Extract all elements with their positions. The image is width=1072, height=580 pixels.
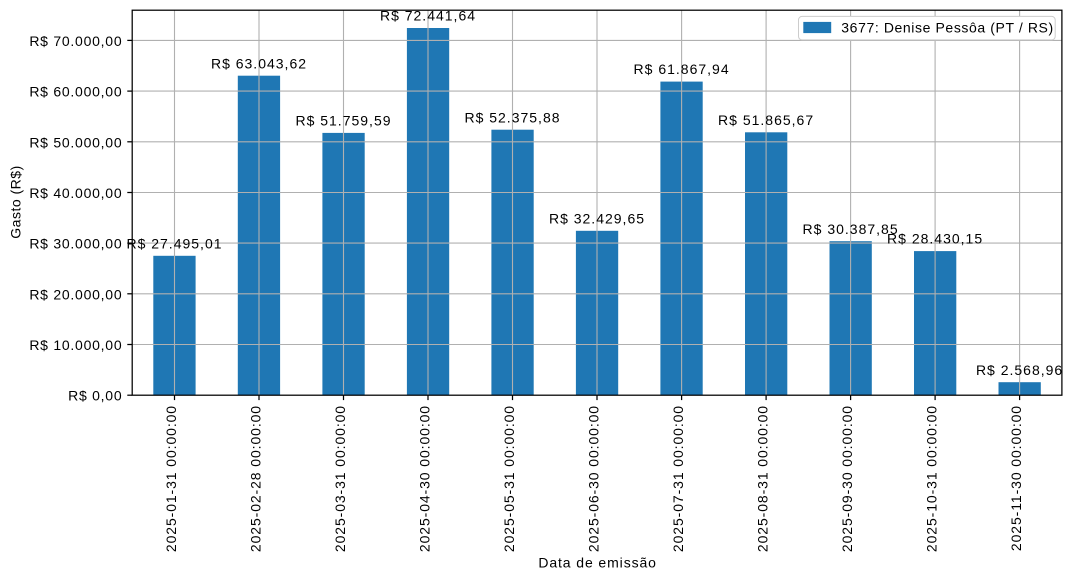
svg-text:2025-10-31 00:00:00: 2025-10-31 00:00:00: [924, 405, 940, 552]
svg-text:R$ 0,00: R$ 0,00: [68, 388, 122, 404]
svg-text:2025-05-31 00:00:00: 2025-05-31 00:00:00: [501, 405, 517, 552]
svg-text:R$ 27.495,01: R$ 27.495,01: [126, 235, 222, 251]
svg-text:2025-01-31 00:00:00: 2025-01-31 00:00:00: [163, 405, 179, 552]
svg-text:R$ 61.867,94: R$ 61.867,94: [634, 61, 730, 77]
svg-text:2025-02-28 00:00:00: 2025-02-28 00:00:00: [247, 405, 263, 552]
svg-text:R$ 20.000,00: R$ 20.000,00: [29, 286, 122, 302]
svg-text:R$ 60.000,00: R$ 60.000,00: [29, 84, 122, 100]
svg-text:2025-07-31 00:00:00: 2025-07-31 00:00:00: [670, 405, 686, 552]
svg-text:2025-09-30 00:00:00: 2025-09-30 00:00:00: [839, 405, 855, 552]
svg-text:R$ 10.000,00: R$ 10.000,00: [29, 337, 122, 353]
svg-text:R$ 63.043,62: R$ 63.043,62: [211, 55, 307, 71]
svg-text:R$ 51.759,59: R$ 51.759,59: [295, 113, 391, 129]
svg-text:R$ 70.000,00: R$ 70.000,00: [29, 33, 122, 49]
svg-text:Data de emissão: Data de emissão: [538, 554, 657, 570]
svg-text:R$ 72.441,64: R$ 72.441,64: [380, 8, 476, 24]
svg-text:R$ 32.429,65: R$ 32.429,65: [549, 210, 645, 226]
svg-text:R$ 51.865,67: R$ 51.865,67: [718, 112, 814, 128]
svg-text:3677: Denise Pessôa (PT / RS): 3677: Denise Pessôa (PT / RS): [841, 19, 1053, 35]
svg-text:R$ 52.375,88: R$ 52.375,88: [464, 109, 560, 125]
svg-text:R$ 50.000,00: R$ 50.000,00: [29, 134, 122, 150]
svg-text:R$ 28.430,15: R$ 28.430,15: [887, 231, 983, 247]
svg-text:Gasto (R$): Gasto (R$): [7, 165, 23, 238]
svg-text:R$ 40.000,00: R$ 40.000,00: [29, 185, 122, 201]
svg-text:2025-04-30 00:00:00: 2025-04-30 00:00:00: [416, 405, 432, 552]
svg-text:R$ 30.000,00: R$ 30.000,00: [29, 236, 122, 252]
svg-text:R$ 30.387,85: R$ 30.387,85: [803, 221, 899, 237]
svg-text:2025-06-30 00:00:00: 2025-06-30 00:00:00: [585, 405, 601, 552]
svg-text:R$ 2.568,96: R$ 2.568,96: [976, 362, 1063, 378]
svg-text:2025-08-31 00:00:00: 2025-08-31 00:00:00: [755, 405, 771, 552]
svg-text:2025-03-31 00:00:00: 2025-03-31 00:00:00: [332, 405, 348, 552]
svg-text:2025-11-30 00:00:00: 2025-11-30 00:00:00: [1008, 405, 1024, 551]
